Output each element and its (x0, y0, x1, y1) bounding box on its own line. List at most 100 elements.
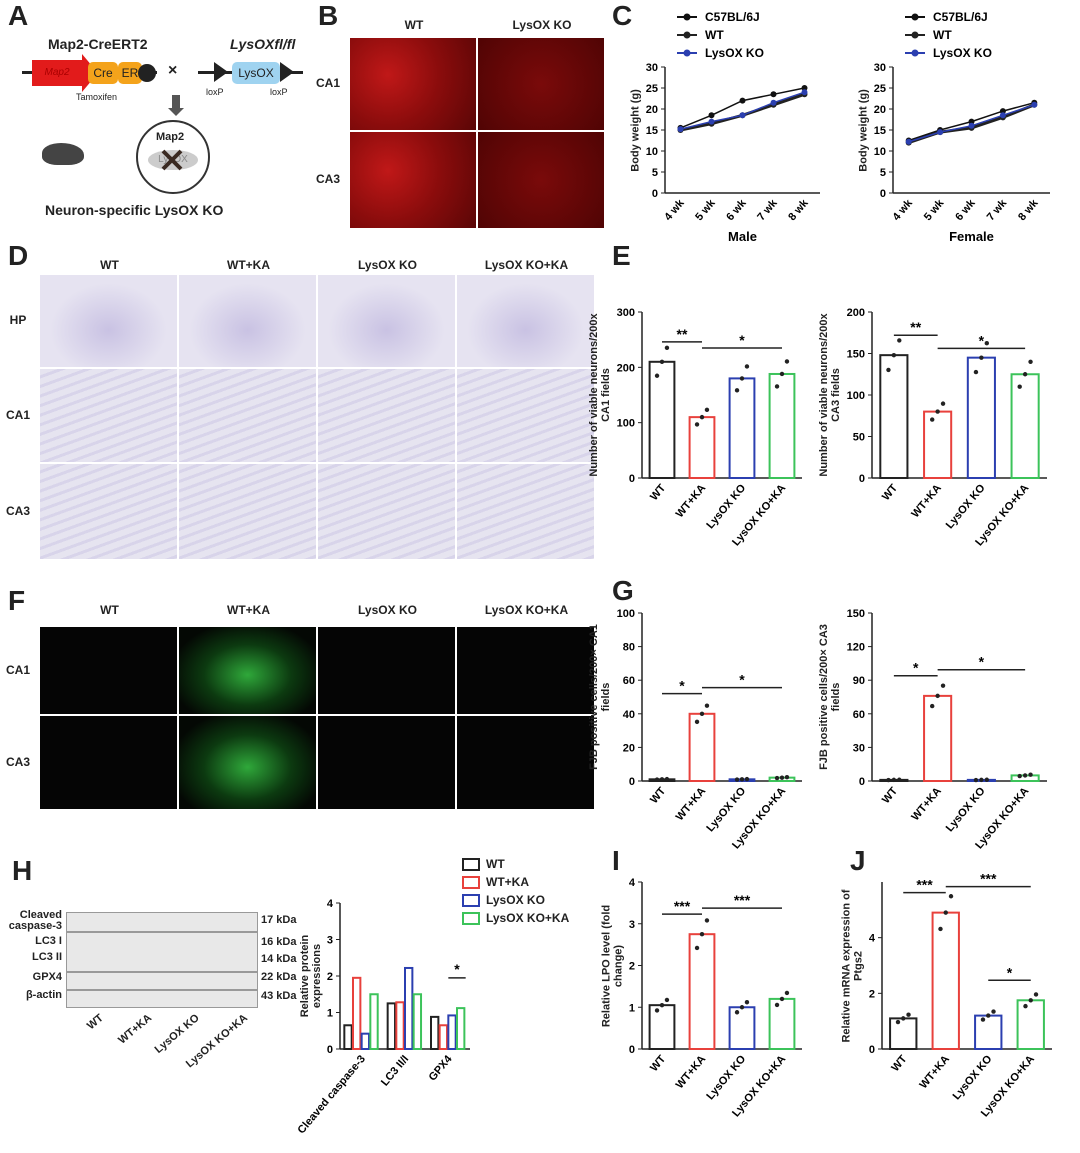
x-tick-label: WT+KA (674, 482, 709, 520)
micrograph-image (179, 275, 316, 367)
column-label: WT (404, 18, 424, 32)
x-tick-label: WT (648, 482, 668, 503)
micrograph-image (457, 716, 594, 809)
data-point (774, 384, 780, 389)
bar (456, 1007, 466, 1050)
data-point (930, 703, 935, 709)
data-point (980, 1017, 986, 1022)
data-point (1017, 384, 1022, 389)
column-label: WT+KA (227, 603, 270, 617)
kda-label: 22 kDa (261, 971, 297, 983)
data-point (895, 1019, 901, 1025)
panel-label-f: F (8, 585, 26, 616)
panel-label-b: B (318, 0, 339, 31)
x-tick-label: Cleaved caspase-3 (295, 1053, 367, 1136)
x-tick-label: 4 wk (662, 197, 687, 224)
data-point (943, 910, 948, 915)
band-label: LC3 II (32, 951, 62, 963)
data-point (734, 1010, 740, 1015)
data-point (654, 373, 660, 378)
x-tick-label: WT+KA (674, 785, 709, 823)
y-tick-label: 60 (623, 675, 635, 687)
micrograph-image (318, 369, 455, 462)
x-tick-label: WT (880, 785, 900, 806)
cell-circle (136, 120, 210, 194)
y-tick-label: 5 (652, 167, 658, 179)
y-tick-label: 0 (629, 776, 635, 788)
cre-box: Cre (88, 62, 118, 84)
data-point (704, 918, 710, 923)
x-tick-label: WT+KA (909, 482, 944, 520)
cross-out-icon (161, 149, 183, 171)
y-tick-label: 4 (327, 898, 334, 910)
data-point (938, 926, 943, 932)
data-point (770, 99, 777, 106)
bar (688, 933, 716, 1050)
y-axis-label: Relative protein expressions (298, 934, 323, 1018)
data-point (694, 422, 700, 427)
data-point (935, 693, 940, 699)
significance-label: *** (980, 871, 997, 887)
data-point (694, 945, 700, 951)
y-tick-label: 150 (847, 608, 865, 620)
kda-label: 16 kDa (261, 936, 297, 948)
data-point (704, 703, 710, 708)
micrograph-image (179, 464, 316, 559)
x-axis-label: Female (949, 229, 994, 244)
x-tick-label: 6 wk (953, 197, 978, 224)
row-label: CA3 (5, 503, 30, 518)
micrograph-image (40, 716, 177, 809)
legend-item: LysOX KO (462, 891, 569, 909)
bar (931, 911, 960, 1050)
y-axis-label: Body weight (g) (857, 88, 869, 172)
x-tick-label: WT+KA (909, 785, 944, 823)
x-tick-label: WT (648, 785, 668, 806)
data-point (744, 1000, 750, 1005)
x-tick-label: WT (889, 1053, 909, 1074)
band-label: β-actin (25, 989, 62, 1001)
bar (395, 1001, 405, 1051)
bar (688, 416, 716, 479)
bar (360, 1032, 371, 1051)
y-tick-label: 2 (629, 961, 635, 973)
data-point (739, 1005, 745, 1010)
tamoxifen-ball-icon (138, 64, 156, 82)
er-box: ER (118, 62, 142, 84)
data-point (1022, 773, 1028, 778)
data-point (699, 711, 705, 716)
bar (369, 993, 379, 1050)
data-point (930, 417, 935, 422)
micrograph-image (179, 716, 316, 809)
y-tick-label: 10 (874, 146, 886, 158)
micrograph-image (318, 627, 455, 714)
data-point (948, 894, 954, 899)
panel-label-a: A (8, 0, 29, 31)
x-tick-label: 4 wk (890, 197, 915, 224)
y-axis-label: Number of viable neurons/200x CA3 fields (817, 313, 842, 477)
legend-label: WT (486, 857, 505, 871)
x-tick-label: 5 wk (922, 197, 947, 224)
data-point (801, 89, 808, 96)
legend-label: LysOX KO (486, 893, 545, 907)
panel-label-h: H (12, 855, 33, 886)
row-label: CA3 (5, 754, 30, 769)
significance-label: *** (674, 898, 691, 914)
bar (728, 1006, 756, 1050)
bar (430, 1015, 440, 1051)
kda-label: 17 kDa (261, 914, 297, 926)
bar (768, 997, 796, 1051)
data-point (699, 931, 705, 937)
western-blot (66, 912, 258, 1008)
y-tick-label: 1 (327, 1008, 333, 1020)
y-tick-label: 3 (327, 935, 333, 947)
row-label: CA1 (5, 407, 30, 422)
data-point (1017, 773, 1022, 779)
data-point (891, 352, 897, 358)
data-point (744, 776, 750, 782)
bar (1016, 999, 1045, 1051)
row-label: HP (9, 313, 27, 327)
data-point (1028, 998, 1033, 1003)
series-line (680, 87, 805, 129)
